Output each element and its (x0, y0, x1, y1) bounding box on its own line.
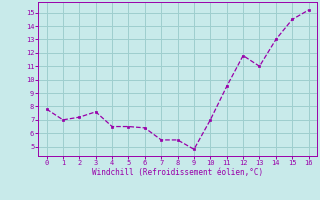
X-axis label: Windchill (Refroidissement éolien,°C): Windchill (Refroidissement éolien,°C) (92, 168, 263, 177)
